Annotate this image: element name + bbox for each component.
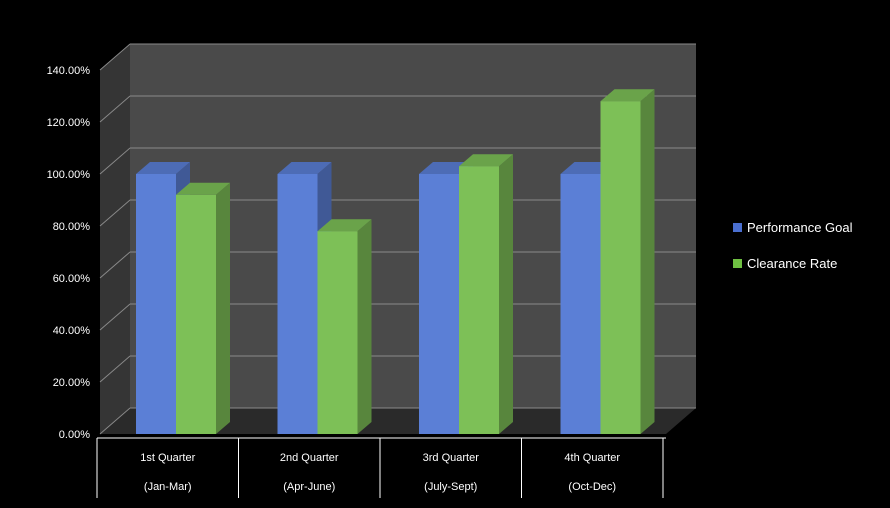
bar-top-performance-goal-q1 [136,162,190,174]
x-tick-sublabel-q4: (Oct-Dec) [568,481,616,493]
bar-performance-goal-q2 [277,174,318,434]
legend-swatch-performance-goal [733,222,742,232]
chart-side-wall [100,44,130,434]
y-tick-label-60: 60.00% [53,273,91,285]
x-tick-label-q1: 1st Quarter [140,452,195,464]
bar-side-clearance-rate-q2 [357,219,372,434]
gridline-side-100 [99,147,131,175]
chart-legend: Performance Goal Clearance Rate [733,218,883,290]
bar-performance-goal-q4 [560,174,601,434]
bar-side-clearance-rate-q3 [499,154,513,434]
y-tick-label-20: 20.00% [53,377,91,389]
legend-item-clearance-rate: Clearance Rate [733,254,883,272]
gridline-side-120 [99,95,131,123]
bar-side-clearance-rate-q4 [640,89,655,434]
legend-label-performance-goal: Performance Goal [747,219,853,235]
legend-item-performance-goal: Performance Goal [733,218,883,236]
bar-side-clearance-rate-q1 [216,182,230,434]
legend-swatch-clearance-rate [733,258,742,268]
y-tick-label-120: 120.00% [47,117,91,129]
legend-label-clearance-rate: Clearance Rate [747,255,838,271]
chart-back-wall [130,44,696,408]
x-tick-sublabel-q1: (Jan-Mar) [144,481,192,493]
bar-top-clearance-rate-q2 [317,219,372,232]
bar-top-clearance-rate-q1 [176,182,230,195]
bar-clearance-rate-q2 [317,231,358,434]
gridline-side-140 [99,43,131,71]
bar-performance-goal-q3 [419,174,459,434]
y-tick-label-100: 100.00% [47,169,91,181]
y-tick-label-140: 140.00% [47,65,91,77]
gridline-side-0 [99,407,131,435]
y-tick-label-0: 0.00% [59,429,90,441]
x-tick-sublabel-q2: (Apr-June) [283,481,335,493]
gridline-side-40 [99,303,131,331]
bar-clearance-rate-q3 [459,166,499,434]
gridline-side-60 [99,251,131,279]
chart-floor [100,408,696,434]
x-tick-label-q4: 4th Quarter [564,452,620,464]
bar-clearance-rate-q4 [600,101,641,434]
gridline-side-80 [99,199,131,227]
bar-top-performance-goal-q2 [277,162,332,174]
bar-performance-goal-q1 [136,174,176,434]
gridline-side-20 [99,355,131,383]
bar-top-clearance-rate-q4 [600,89,655,102]
y-tick-label-40: 40.00% [53,325,91,337]
y-tick-label-80: 80.00% [53,221,91,233]
bar-top-clearance-rate-q3 [459,154,513,167]
x-tick-sublabel-q3: (July-Sept) [424,481,477,493]
x-tick-label-q2: 2nd Quarter [280,452,339,464]
bar-clearance-rate-q1 [176,194,216,434]
x-tick-label-q3: 3rd Quarter [423,452,480,464]
